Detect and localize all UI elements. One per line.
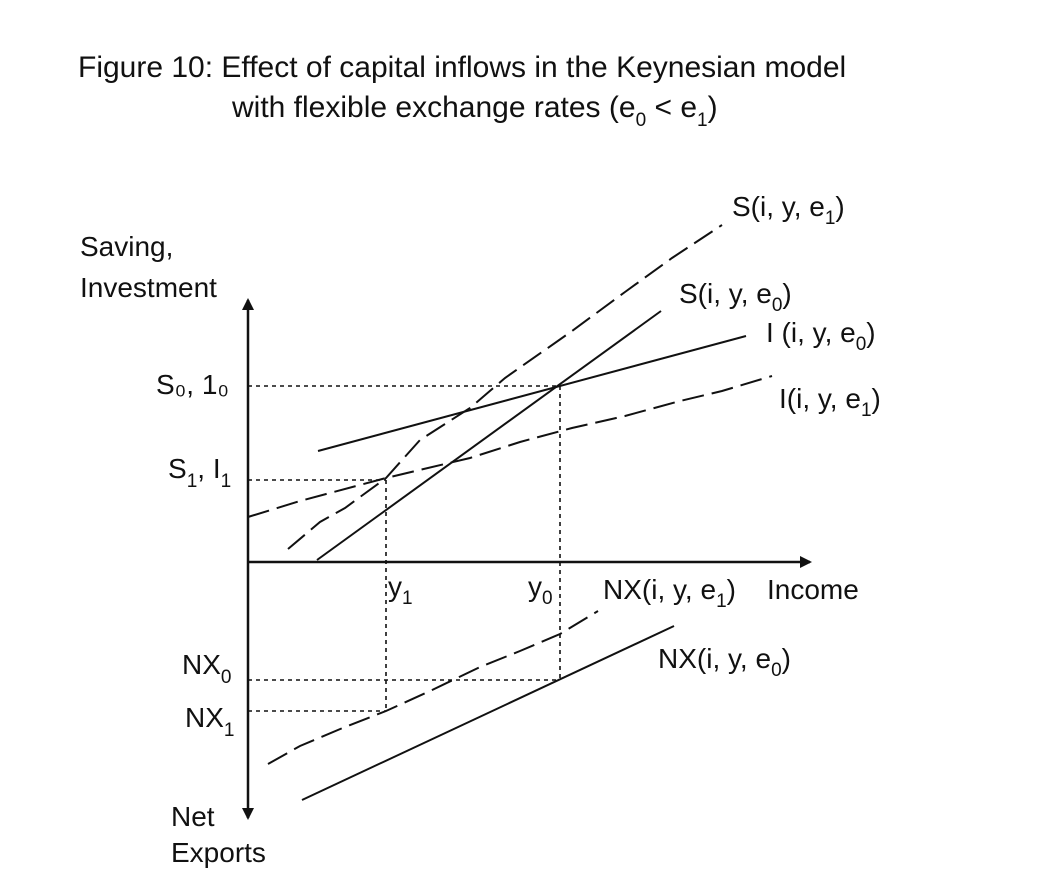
nx1-label: NX1 bbox=[185, 702, 234, 741]
investment-curve-e0 bbox=[317, 335, 747, 452]
y1-label: y1 bbox=[388, 571, 413, 609]
figure-title-line2: with flexible exchange rates (e0 < e1) bbox=[231, 91, 718, 131]
saving-curve-e1 bbox=[287, 224, 723, 550]
saving-curve-e0 bbox=[316, 310, 662, 561]
net-exports-curve-e0 bbox=[301, 625, 675, 801]
vertical-axis-label-net: Net bbox=[171, 801, 215, 832]
nx0-label: NX0 bbox=[182, 649, 231, 688]
saving-curve-e0-label: S(i, y, e0) bbox=[679, 278, 792, 316]
investment-curve-e1-label: I(i, y, e1) bbox=[779, 383, 881, 421]
vertical-axis-label-saving: Saving, bbox=[80, 231, 173, 262]
net-exports-curve-e1 bbox=[267, 610, 599, 765]
vertical-axis-label-exports: Exports bbox=[171, 837, 266, 868]
income-axis-label: Income bbox=[767, 574, 859, 605]
saving-curve-e1-label: S(i, y, e1) bbox=[732, 191, 845, 229]
s0-i0-label: S₀, 1₀ bbox=[156, 369, 229, 400]
y0-label: y0 bbox=[528, 571, 553, 609]
net-exports-curve-e1-label: NX(i, y, e1) bbox=[603, 574, 736, 612]
vertical-axis-label-investment: Investment bbox=[80, 272, 217, 303]
figure-title-line1: Figure 10: Effect of capital inflows in … bbox=[78, 51, 846, 84]
net-exports-curve-e0-label: NX(i, y, e0) bbox=[658, 643, 791, 681]
investment-curve-e1 bbox=[247, 375, 773, 518]
s1-i1-label: S1, I1 bbox=[168, 453, 231, 492]
investment-curve-e0-label: I (i, y, e0) bbox=[766, 317, 876, 355]
